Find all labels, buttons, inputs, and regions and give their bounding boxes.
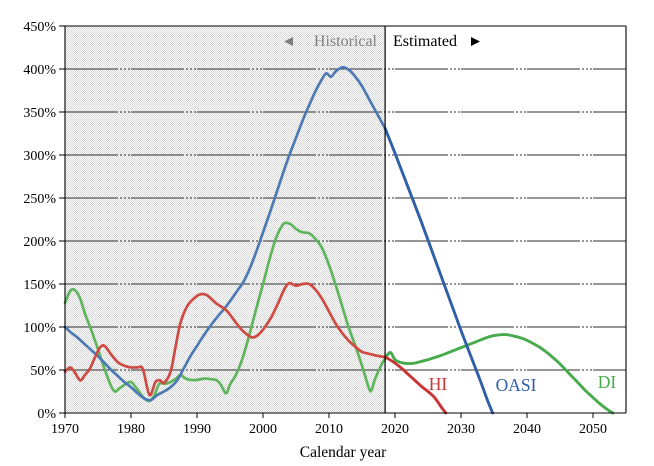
estimated-region-label: Estimated [393,33,457,50]
data-series [63,65,615,415]
axis-tick-labels: 0% 50% 100% 150% 200% 250% 300% 350% 400% 450% 197… [23,20,607,437]
x-tick-label: 2040 [513,422,541,437]
x-axis-title: Calendar year [300,444,387,461]
y-tick-label: 150% [23,278,56,293]
right-triangle-icon [471,37,480,46]
di-line-historical [63,221,387,403]
historical-shaded-region [65,26,386,413]
y-tick-label: 200% [23,235,56,250]
y-tick-label: 50% [30,364,56,379]
x-tick-label: 1990 [183,422,211,437]
y-tick-label: 0% [37,407,56,422]
left-triangle-icon [284,37,293,46]
x-tick-label: 2010 [315,422,343,437]
di-line-estimated [383,333,615,415]
y-tick-label: 400% [23,63,56,78]
series-label-oasi: OASI [496,375,537,395]
gridlines [65,68,626,371]
y-tick-label: 250% [23,192,56,207]
x-tick-label: 1980 [117,422,145,437]
x-tick-label: 2030 [447,422,475,437]
y-tick-label: 100% [23,321,56,336]
axis-ticks [59,25,594,418]
historical-shade-rect [65,26,386,413]
x-tick-label: 2000 [249,422,277,437]
oasi-line-estimated [383,126,495,415]
x-tick-label: 2020 [381,422,409,437]
historical-region-label: Historical [314,33,378,50]
hi-line-historical [63,281,387,397]
text-labels: Historical Estimated DI OASI HI Calendar… [284,33,616,461]
plot-frame [64,25,627,414]
y-tick-label: 350% [23,106,56,121]
x-tick-label: 2050 [579,422,607,437]
oasi-line-historical [63,65,387,402]
series-label-hi: HI [429,374,448,394]
x-tick-label: 1970 [51,422,79,437]
y-tick-label: 300% [23,149,56,164]
series-label-di: DI [598,372,617,392]
y-tick-label: 450% [23,20,56,35]
hi-line-estimated [383,355,448,415]
